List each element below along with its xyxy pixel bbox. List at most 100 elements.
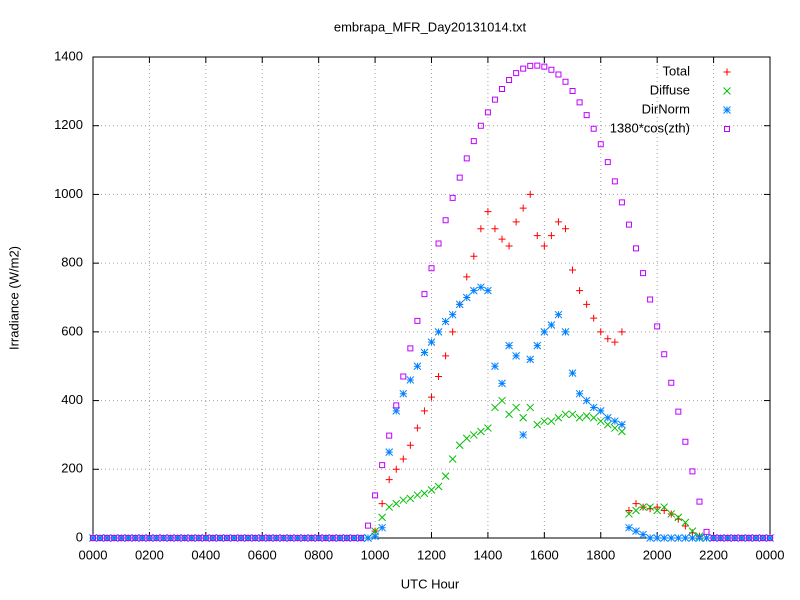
data-point	[512, 403, 520, 412]
data-point	[314, 534, 323, 542]
data-point	[653, 506, 662, 515]
data-point	[463, 155, 470, 162]
data-point	[632, 500, 640, 508]
data-point	[420, 489, 429, 498]
data-point	[660, 507, 668, 515]
data-point	[675, 408, 682, 415]
y-tick-label: 400	[61, 392, 83, 407]
data-point	[491, 403, 499, 412]
data-point	[709, 534, 718, 542]
data-point	[434, 482, 443, 491]
data-point	[583, 112, 590, 119]
data-point	[569, 266, 577, 274]
data-point	[702, 534, 711, 542]
data-point	[541, 63, 548, 70]
x-tick-label: 2000	[643, 547, 672, 562]
data-point	[646, 503, 654, 511]
data-point	[506, 77, 513, 84]
data-point	[561, 410, 570, 419]
x-tick-label: 1400	[473, 547, 502, 562]
data-point	[300, 534, 309, 542]
data-point	[420, 407, 428, 415]
data-point	[385, 503, 394, 511]
data-point	[568, 410, 577, 419]
data-point	[696, 498, 703, 505]
data-point	[287, 535, 294, 541]
data-point	[597, 141, 604, 148]
data-point	[519, 431, 528, 439]
data-point	[414, 317, 421, 324]
data-point	[174, 535, 181, 541]
data-point	[533, 232, 541, 240]
x-axis-label: UTC Hour	[401, 576, 460, 591]
legend-label: Total	[663, 63, 691, 78]
data-point	[265, 534, 274, 542]
data-point	[469, 431, 478, 439]
data-point	[611, 424, 619, 432]
data-point	[653, 503, 661, 511]
data-point	[737, 534, 746, 542]
data-point	[547, 417, 556, 426]
y-axis-label: Irradiance (W/m2)	[6, 246, 21, 350]
data-point	[180, 534, 189, 542]
data-point	[427, 486, 436, 494]
data-point	[449, 328, 457, 336]
data-point	[117, 534, 126, 542]
data-point	[484, 424, 492, 432]
y-tick-label: 1400	[54, 48, 83, 63]
data-point	[484, 208, 492, 216]
data-point	[540, 242, 548, 250]
data-point	[527, 62, 534, 69]
data-point	[576, 99, 583, 106]
data-point	[603, 420, 612, 429]
data-point	[533, 420, 542, 429]
data-point	[258, 534, 267, 542]
data-point	[674, 513, 683, 522]
data-point	[674, 534, 683, 542]
data-point	[561, 328, 570, 336]
data-point	[470, 138, 477, 145]
x-tick-label: 0200	[135, 547, 164, 562]
data-point	[477, 283, 485, 292]
data-point	[378, 513, 386, 522]
data-point	[152, 534, 161, 542]
data-point	[575, 389, 584, 398]
data-point	[413, 362, 422, 371]
data-point	[477, 225, 485, 233]
data-point	[335, 534, 344, 542]
data-point	[202, 535, 209, 541]
data-point	[216, 535, 223, 541]
data-point	[231, 535, 238, 541]
data-point	[562, 78, 569, 85]
data-point	[554, 413, 563, 422]
data-point	[201, 534, 210, 542]
data-point	[632, 506, 640, 515]
data-point	[519, 204, 527, 212]
data-point	[625, 507, 633, 515]
data-point	[138, 534, 147, 542]
data-point	[568, 369, 577, 377]
data-point	[328, 534, 337, 542]
data-point	[434, 328, 443, 336]
data-point	[194, 534, 203, 542]
data-point	[611, 417, 619, 426]
data-point	[477, 122, 484, 129]
data-point	[554, 310, 563, 319]
data-point	[385, 448, 394, 456]
data-point	[618, 420, 626, 429]
data-point	[266, 535, 273, 541]
data-point	[547, 321, 556, 329]
x-tick-label: 0400	[191, 547, 220, 562]
data-point	[448, 455, 457, 463]
data-point	[625, 510, 633, 518]
data-point	[195, 535, 202, 541]
data-point	[512, 218, 520, 226]
data-point	[738, 535, 745, 541]
data-point	[513, 70, 520, 77]
data-point	[484, 286, 492, 295]
data-point	[245, 535, 252, 541]
data-point	[209, 534, 217, 542]
legend-marker	[723, 87, 731, 95]
data-point	[322, 535, 329, 541]
data-point	[442, 217, 449, 224]
